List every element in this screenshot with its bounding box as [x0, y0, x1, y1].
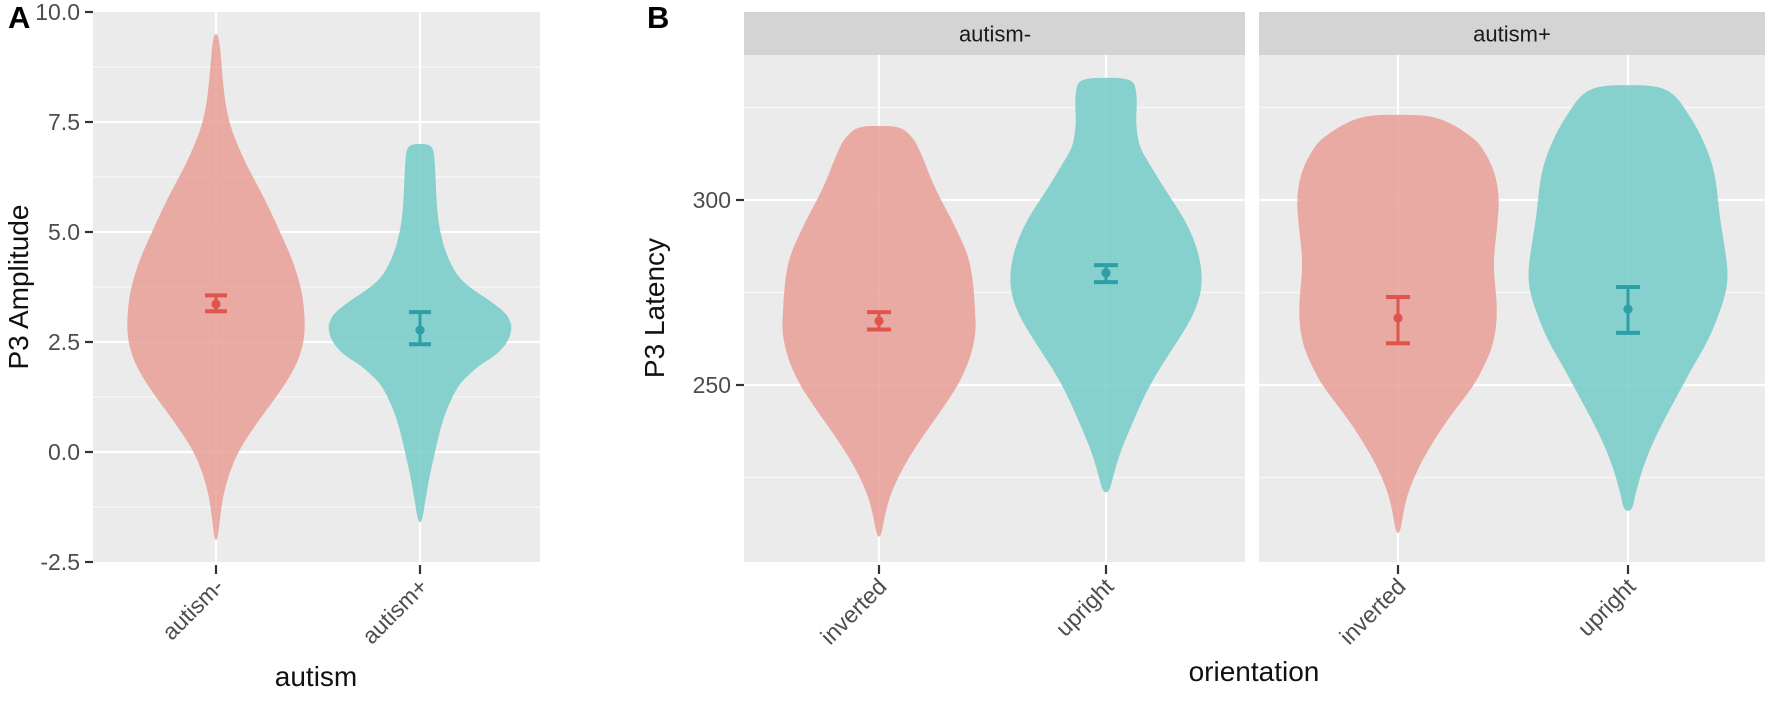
mean-point-inverted: [1393, 313, 1403, 323]
y-tick-label: 0.0: [48, 439, 80, 465]
y-tick-label: 250: [693, 372, 731, 398]
y-tick-label: -2.5: [40, 549, 80, 575]
facet-strip-autism-minus: [744, 12, 1245, 55]
y-tick-label: 2.5: [48, 329, 80, 355]
y-tick-label: 10.0: [35, 0, 80, 25]
mean-point-inverted: [874, 316, 884, 326]
panel-a-y-axis-title: P3 Amplitude: [3, 205, 34, 370]
violin-upright: [1010, 77, 1202, 493]
panel-b-y-axis-title: P3 Latency: [639, 238, 670, 378]
facet-strip-autism-plus: [1259, 12, 1765, 55]
x-category-label: autism-: [157, 573, 229, 645]
panel-b-x-axis-title: orientation: [1189, 656, 1320, 687]
mean-point-upright: [1623, 304, 1633, 314]
panel-a-letter: A: [8, 0, 30, 35]
x-category-label: upright: [1572, 573, 1641, 642]
x-category-label: inverted: [815, 573, 891, 649]
x-category-label: upright: [1050, 573, 1119, 642]
y-tick-label: 300: [693, 187, 731, 213]
panel-a-x-axis-title: autism: [275, 661, 357, 692]
facet-label-autism-minus: autism-: [959, 22, 1031, 47]
y-tick-label: 5.0: [48, 219, 80, 245]
x-category-label: inverted: [1334, 573, 1410, 649]
panel-b-letter: B: [647, 0, 669, 35]
violin-autism-: [127, 34, 305, 540]
mean-point-autism+: [415, 325, 425, 335]
mean-point-autism-: [211, 299, 221, 309]
y-tick-label: 7.5: [48, 109, 80, 135]
chart-content: 10.0 7.5 5.0 2.5 0.0 -2.5 autism-autism+ 300 250…: [35, 0, 1765, 649]
facet-label-autism-plus: autism+: [1473, 22, 1551, 47]
mean-point-upright: [1101, 268, 1111, 278]
x-category-label: autism+: [357, 573, 433, 649]
